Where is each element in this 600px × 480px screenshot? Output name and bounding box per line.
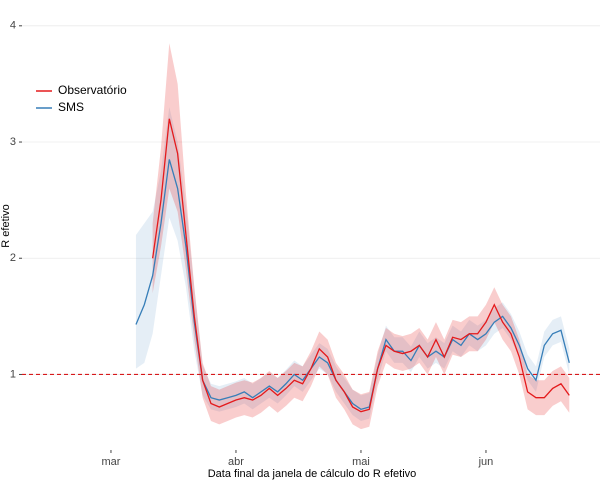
- legend-label: Observatório: [58, 83, 127, 97]
- x-tick-label: mar: [101, 456, 120, 468]
- y-tick-label: 2: [10, 252, 16, 264]
- legend-label: SMS: [58, 100, 84, 114]
- y-tick-label: 1: [10, 368, 16, 380]
- y-tick-label: 3: [10, 136, 16, 148]
- series-line: [151, 118, 570, 413]
- x-axis-title: Data final da janela de cálculo do R efe…: [208, 468, 417, 480]
- x-tick-label: abr: [228, 456, 244, 468]
- series-line: [135, 159, 570, 411]
- confidence-band: [152, 43, 570, 430]
- y-tick-label: 4: [10, 20, 16, 32]
- x-tick-label: jun: [478, 456, 494, 468]
- x-tick-label: mai: [352, 456, 370, 468]
- y-axis-title: R efetivo: [0, 204, 12, 247]
- confidence-band: [135, 107, 570, 421]
